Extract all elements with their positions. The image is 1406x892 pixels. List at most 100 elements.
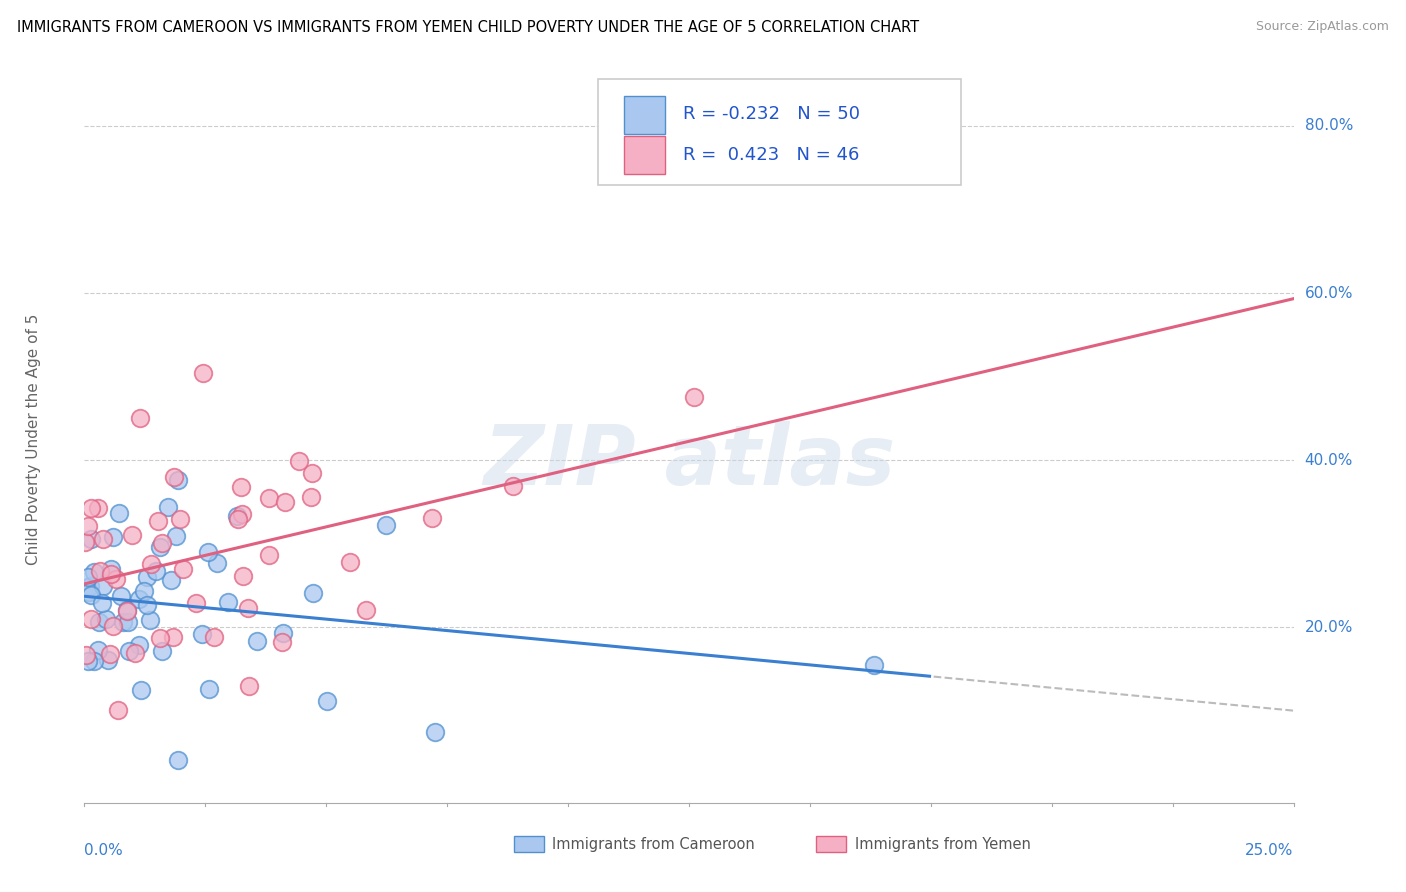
Point: [115, 604, 138, 618]
Point: [682, 390, 704, 404]
Text: 60.0%: 60.0%: [1305, 285, 1353, 301]
Point: [139, 557, 162, 571]
Point: [80, 532, 103, 546]
Point: [202, 630, 225, 644]
Point: [502, 479, 524, 493]
Point: [101, 619, 124, 633]
Text: IMMIGRANTS FROM CAMEROON VS IMMIGRANTS FROM YEMEN CHILD POVERTY UNDER THE AGE OF: IMMIGRANTS FROM CAMEROON VS IMMIGRANTS F…: [17, 20, 920, 35]
Point: [134, 584, 156, 599]
Point: [198, 681, 221, 696]
Point: [139, 614, 162, 628]
Text: Immigrants from Yemen: Immigrants from Yemen: [855, 838, 1031, 853]
Point: [259, 491, 281, 505]
Bar: [513, 836, 544, 852]
Point: [108, 506, 131, 520]
Text: Immigrants from Cameroon: Immigrants from Cameroon: [553, 838, 755, 853]
Point: [246, 634, 269, 648]
Point: [97, 653, 120, 667]
Point: [117, 603, 139, 617]
Bar: [624, 136, 665, 174]
Point: [87, 615, 110, 629]
Point: [121, 528, 143, 542]
Point: [238, 601, 260, 615]
Point: [77, 570, 100, 584]
Text: 40.0%: 40.0%: [1305, 453, 1353, 467]
Point: [83, 565, 105, 579]
Text: 20.0%: 20.0%: [1305, 620, 1353, 635]
Point: [91, 579, 114, 593]
Point: [80, 611, 103, 625]
Text: ZIP atlas: ZIP atlas: [482, 421, 896, 501]
Text: Source: ZipAtlas.com: Source: ZipAtlas.com: [1256, 20, 1389, 33]
Point: [117, 615, 139, 629]
Point: [375, 518, 398, 533]
Point: [89, 564, 111, 578]
Point: [159, 574, 181, 588]
Point: [75, 648, 97, 663]
Point: [166, 753, 188, 767]
Point: [77, 585, 100, 599]
Text: Child Poverty Under the Age of 5: Child Poverty Under the Age of 5: [27, 314, 41, 565]
Point: [420, 511, 443, 525]
Point: [112, 615, 135, 630]
Point: [105, 572, 128, 586]
Point: [172, 562, 194, 576]
Point: [423, 724, 446, 739]
Point: [229, 480, 252, 494]
Point: [271, 634, 294, 648]
Point: [205, 556, 228, 570]
Text: 25.0%: 25.0%: [1246, 843, 1294, 858]
Point: [226, 508, 249, 523]
Point: [354, 603, 377, 617]
Text: 0.0%: 0.0%: [84, 843, 124, 858]
Point: [232, 569, 254, 583]
FancyBboxPatch shape: [599, 79, 962, 185]
Point: [98, 647, 121, 661]
Point: [217, 595, 239, 609]
Point: [129, 682, 152, 697]
Point: [299, 491, 322, 505]
Point: [863, 658, 886, 673]
Point: [157, 500, 180, 514]
Point: [169, 512, 191, 526]
Point: [117, 643, 139, 657]
Bar: [624, 96, 665, 134]
Point: [166, 473, 188, 487]
Point: [301, 466, 323, 480]
Point: [83, 654, 105, 668]
Point: [80, 589, 103, 603]
Point: [316, 694, 339, 708]
Point: [129, 411, 152, 425]
Point: [273, 626, 295, 640]
Bar: [815, 836, 846, 852]
Point: [191, 627, 214, 641]
Point: [100, 567, 122, 582]
Point: [226, 511, 249, 525]
Point: [184, 596, 207, 610]
Point: [87, 501, 110, 516]
Point: [96, 612, 118, 626]
Point: [124, 646, 146, 660]
Point: [110, 589, 132, 603]
Point: [165, 529, 187, 543]
Point: [107, 703, 129, 717]
Point: [79, 501, 101, 516]
Point: [136, 599, 159, 613]
Point: [91, 532, 114, 546]
Point: [301, 586, 323, 600]
Point: [148, 514, 170, 528]
Point: [79, 579, 101, 593]
Point: [75, 534, 97, 549]
Text: R = -0.232   N = 50: R = -0.232 N = 50: [683, 105, 860, 123]
Point: [150, 644, 173, 658]
Point: [197, 545, 219, 559]
Point: [149, 631, 172, 645]
Point: [77, 654, 100, 668]
Point: [339, 555, 361, 569]
Point: [87, 643, 110, 657]
Point: [128, 591, 150, 606]
Point: [162, 630, 184, 644]
Point: [259, 548, 281, 562]
Text: R =  0.423   N = 46: R = 0.423 N = 46: [683, 146, 859, 164]
Point: [163, 470, 186, 484]
